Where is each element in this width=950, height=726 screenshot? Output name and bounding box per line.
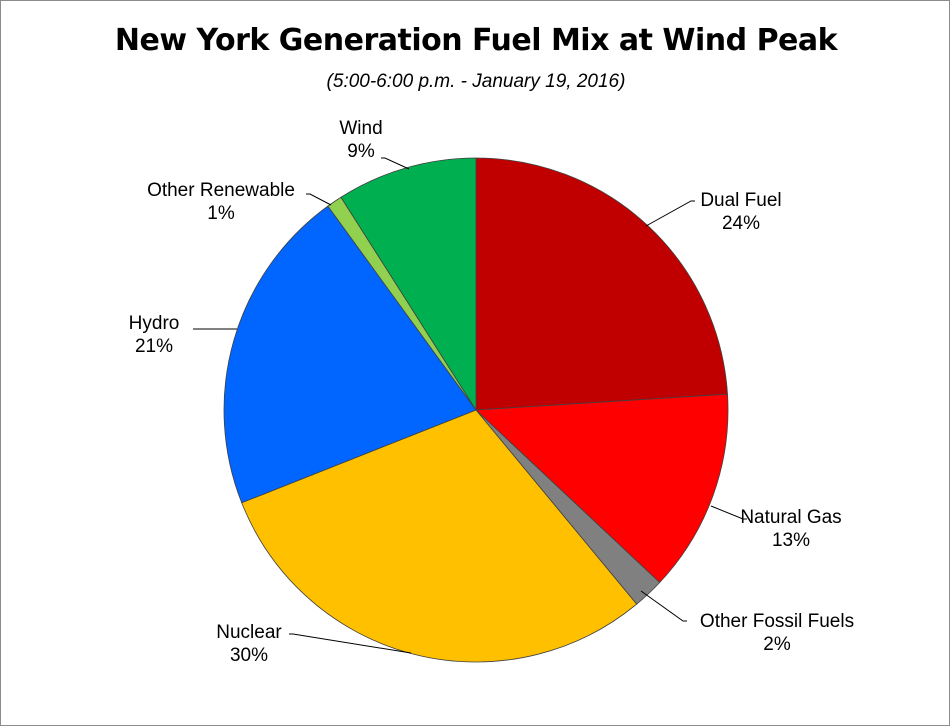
pie-slice-nuclear <box>241 409 638 663</box>
slice-value-nuclear: 30% <box>230 645 268 666</box>
slice-label-other-renewable: Other Renewable <box>147 180 295 201</box>
slice-label-wind: Wind <box>339 118 382 139</box>
slice-label-nuclear: Nuclear <box>216 622 282 643</box>
pie-slice-natural-gas <box>475 393 729 584</box>
slice-label-natural-gas: Natural Gas <box>740 507 841 528</box>
leader-line-nuclear <box>289 633 412 654</box>
slice-value-dual-fuel: 24% <box>722 213 760 234</box>
slice-label-other-fossil-fuels: Other Fossil Fuels <box>700 611 854 632</box>
slice-value-wind: 9% <box>347 141 375 162</box>
slice-value-other-renewable: 1% <box>207 203 235 224</box>
chart-title: New York Generation Fuel Mix at Wind Pea… <box>114 23 838 58</box>
slice-value-hydro: 21% <box>135 336 173 357</box>
slice-value-natural-gas: 13% <box>772 530 810 551</box>
leader-line-other-renewable <box>306 193 332 206</box>
pie-slice-hydro <box>223 205 477 504</box>
pie-slice-dual-fuel <box>475 157 728 411</box>
leader-line-wind <box>381 157 410 170</box>
chart-subtitle: (5:00-6:00 p.m. - January 19, 2016) <box>326 71 626 92</box>
slice-label-hydro: Hydro <box>129 313 180 334</box>
pie-slice-wind <box>340 157 477 412</box>
slice-value-other-fossil-fuels: 2% <box>763 634 791 655</box>
slice-label-dual-fuel: Dual Fuel <box>700 190 781 211</box>
leader-line-dual-fuel <box>645 200 695 227</box>
leader-line-natural-gas <box>710 505 747 520</box>
leader-line-other-fossil-fuels <box>640 590 687 622</box>
